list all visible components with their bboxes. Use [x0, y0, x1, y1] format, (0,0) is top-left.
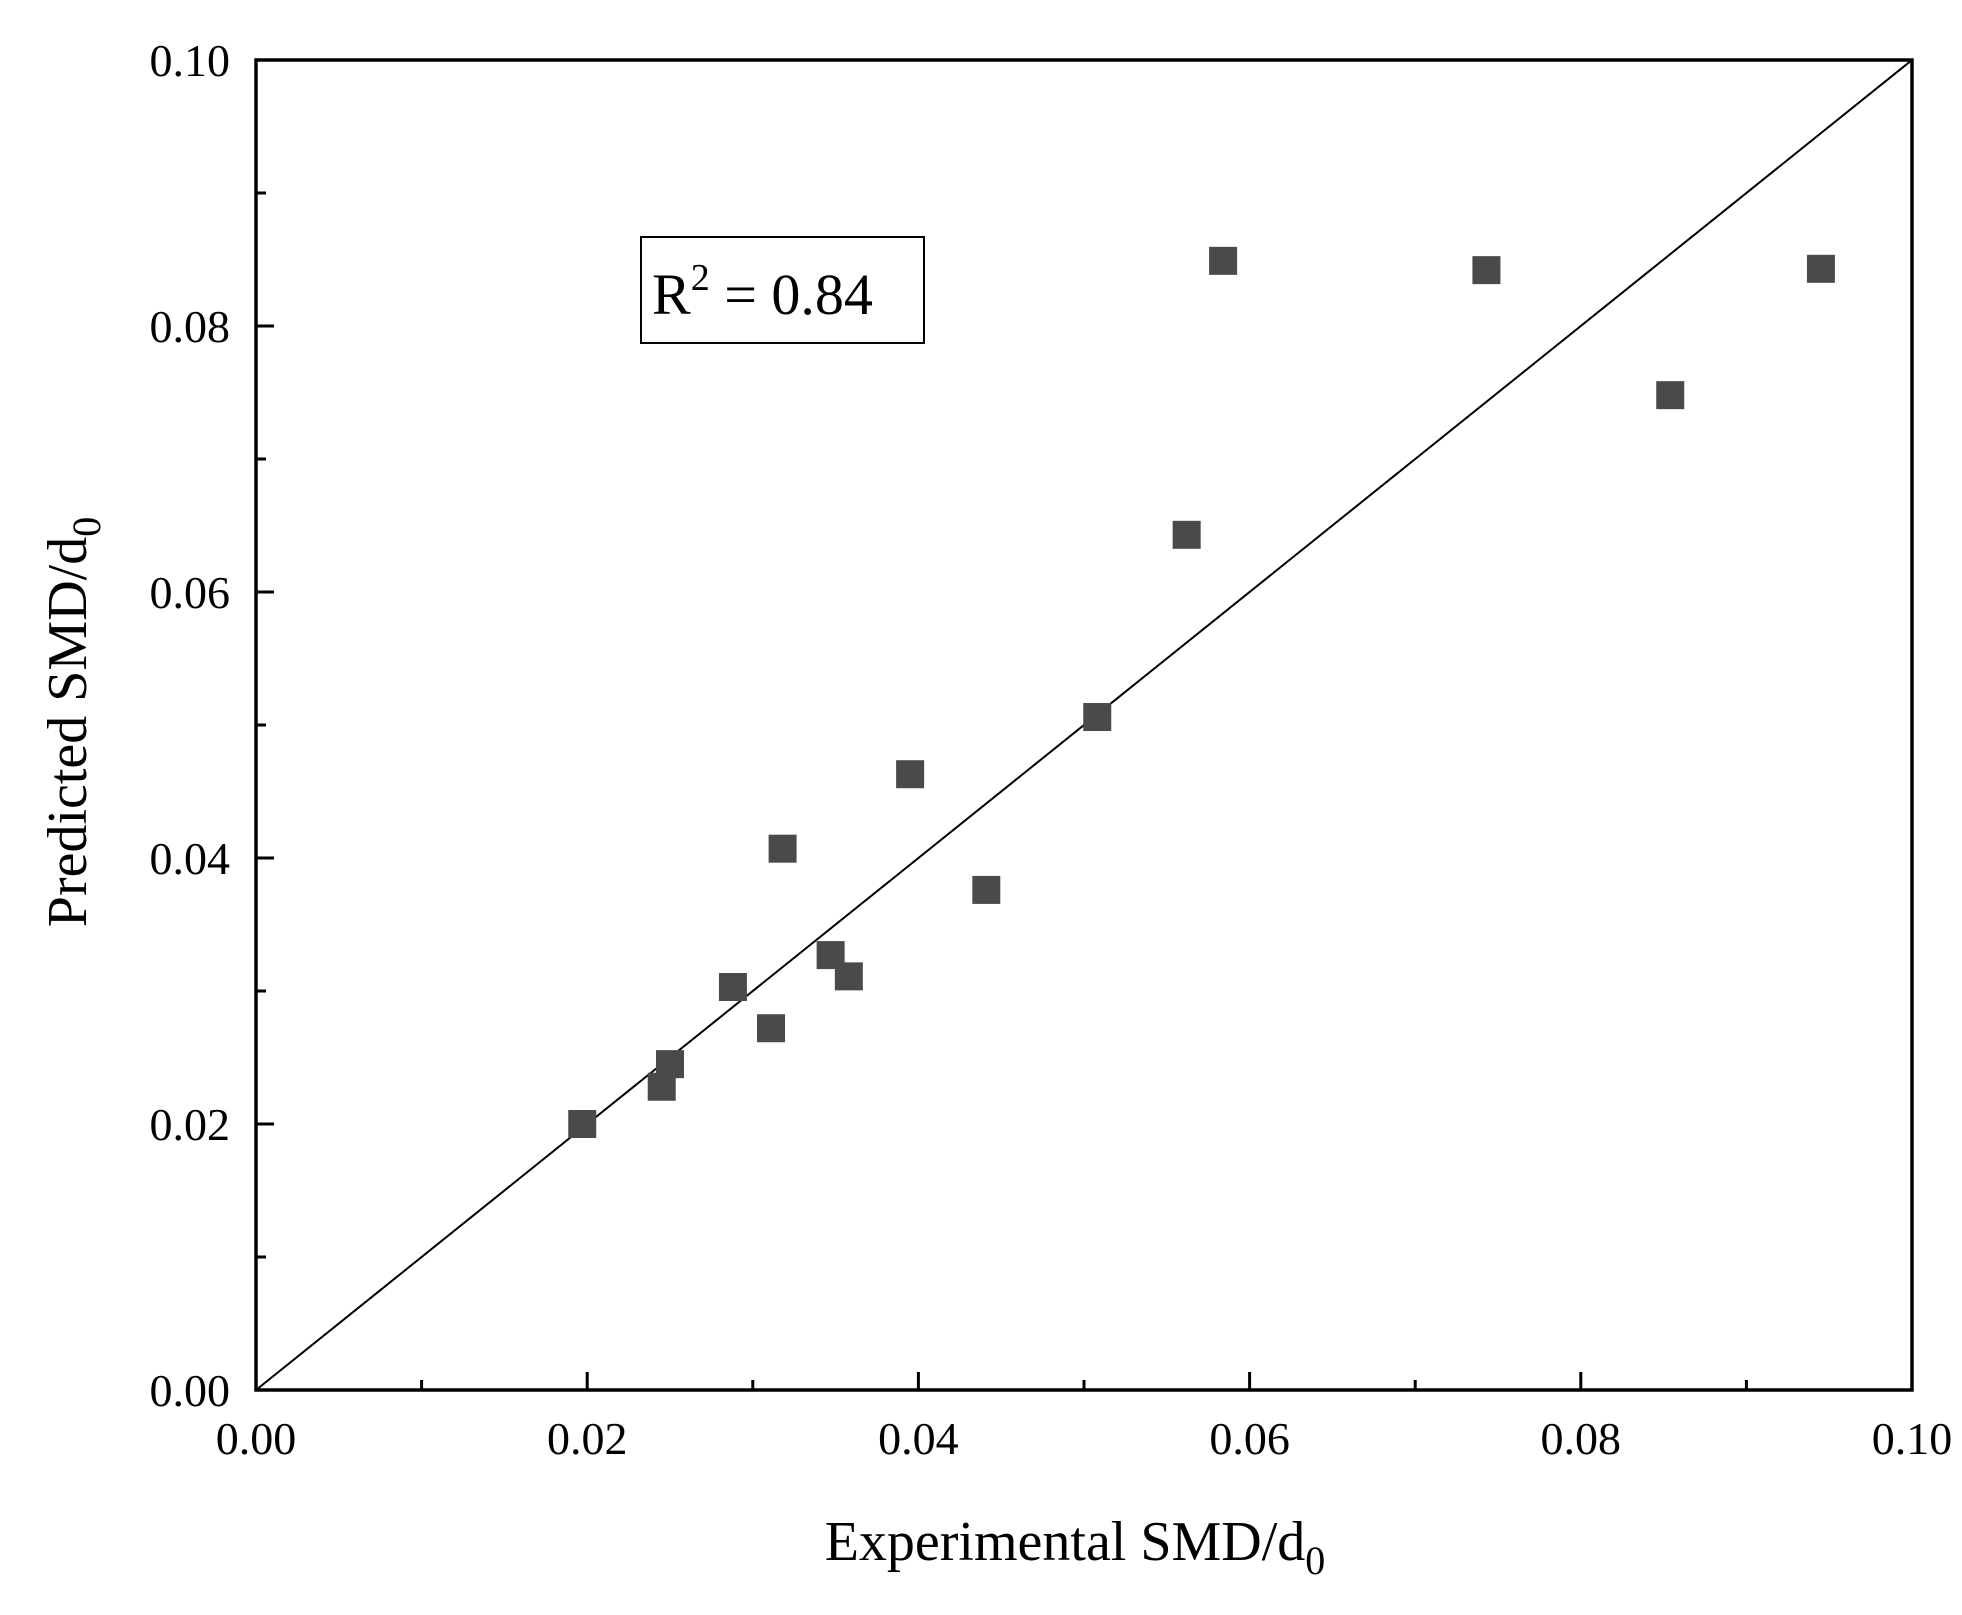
data-point-square [1083, 703, 1112, 732]
data-point-square [896, 760, 925, 789]
x-tick-label: 0.08 [1541, 1413, 1622, 1464]
y-tick-label: 0.06 [150, 567, 231, 618]
x-tick-label: 0.02 [547, 1413, 628, 1464]
y-tick-label: 0.02 [150, 1099, 231, 1150]
annotation-text: R2 = 0.84 [652, 257, 873, 327]
x-tick-label: 0.00 [216, 1413, 297, 1464]
annotation-box [640, 236, 925, 344]
data-point-square [1806, 254, 1835, 283]
y-tick-label: 0.10 [150, 35, 231, 86]
x-tick-label: 0.10 [1872, 1413, 1953, 1464]
data-point-square [1472, 256, 1501, 285]
data-point-square [1209, 246, 1238, 275]
y-axis-title-subscript: 0 [64, 517, 109, 537]
y-axis-title: Predicted SMD/d0 [37, 517, 109, 927]
x-axis-title: Experimental SMD/d0 [825, 1511, 1326, 1583]
data-point-square [768, 834, 797, 863]
y-tick-label: 0.04 [150, 833, 231, 884]
data-point-square [568, 1110, 597, 1138]
data-point-square [1656, 381, 1685, 410]
data-point-square [656, 1050, 684, 1079]
data-point-square [972, 875, 1001, 904]
data-point-square [718, 973, 747, 1002]
data-point-square [1172, 520, 1201, 549]
y-tick-label: 0.08 [150, 301, 231, 352]
x-tick-label: 0.06 [1209, 1413, 1290, 1464]
y-tick-label: 0.00 [150, 1365, 231, 1416]
x-tick-label: 0.04 [878, 1413, 959, 1464]
x-axis-title-subscript: 0 [1305, 1538, 1325, 1583]
data-point-square [757, 1014, 786, 1043]
data-point-square [834, 962, 863, 991]
r-squared-annotation: R2 = 0.84 [640, 236, 925, 344]
